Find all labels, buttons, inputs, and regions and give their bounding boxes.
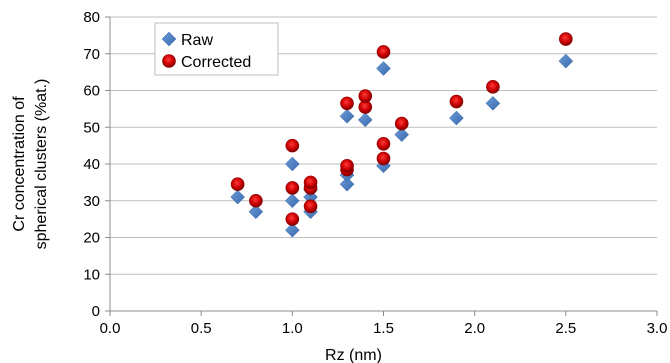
y-axis-title: Cr concentration of spherical clusters (… <box>11 79 50 250</box>
corrected-point <box>449 94 464 109</box>
corrected-point <box>285 181 300 195</box>
corrected-point <box>340 159 354 173</box>
y-tick-label: 20 <box>83 230 100 247</box>
raw-point <box>339 108 355 124</box>
x-tick-label: 2.5 <box>555 320 576 337</box>
raw-point <box>485 96 501 111</box>
x-axis-title: Rz (nm) <box>325 347 382 363</box>
legend-label: Corrected <box>181 54 251 71</box>
corrected-point <box>303 199 318 214</box>
data-points <box>230 32 574 238</box>
legend-raw-marker <box>161 31 177 47</box>
y-tick-label: 50 <box>83 119 100 136</box>
x-tick-label: 3.0 <box>647 320 668 337</box>
axes <box>105 16 658 316</box>
raw-point <box>376 61 391 76</box>
legend-box <box>154 22 279 76</box>
raw-point <box>357 112 373 128</box>
corrected-point <box>394 116 409 131</box>
corrected-point <box>230 177 245 192</box>
raw-point <box>558 53 574 69</box>
raw-point <box>284 193 300 209</box>
y-tick-label: 10 <box>83 266 100 283</box>
corrected-point <box>486 80 500 94</box>
raw-point <box>284 156 300 172</box>
corrected-point <box>376 136 391 151</box>
corrected-point <box>376 151 391 166</box>
raw-point <box>394 127 410 142</box>
y-tick-labels: 0 10 20 30 40 50 60 70 80 <box>83 9 100 320</box>
corrected-point <box>285 138 300 153</box>
y-axis-title-line-1: Cr concentration of <box>11 96 28 232</box>
corrected-point <box>358 89 373 103</box>
y-tick-label: 60 <box>83 83 100 100</box>
raw-point <box>284 222 300 238</box>
y-axis-title-line-2: spherical clusters (%at.) <box>33 79 50 250</box>
y-tick-label: 30 <box>83 193 100 210</box>
corrected-point <box>559 32 573 46</box>
corrected-point <box>303 175 318 190</box>
raw-point <box>339 176 355 192</box>
corrected-point <box>376 45 391 59</box>
x-tick-labels: 0.0 0.5 1.0 1.5 2.0 2.5 3.0 <box>100 320 668 337</box>
x-tick-label: 0.5 <box>191 320 212 337</box>
corrected-point <box>285 212 300 226</box>
y-tick-label: 0 <box>92 303 100 320</box>
legend-label: Raw <box>181 32 213 49</box>
raw-point <box>248 204 264 220</box>
raw-point <box>449 110 464 126</box>
legend: Raw Corrected <box>154 22 279 76</box>
x-tick-label: 2.0 <box>464 320 485 337</box>
x-tick-label: 0.0 <box>100 320 121 337</box>
corrected-point <box>340 96 354 111</box>
y-tick-label: 80 <box>83 9 100 26</box>
y-tick-label: 40 <box>83 156 100 173</box>
raw-point <box>230 189 245 205</box>
legend-corrected-marker <box>162 54 176 68</box>
x-tick-label: 1.0 <box>282 320 303 337</box>
corrected-point <box>249 193 263 208</box>
x-tick-label: 1.5 <box>373 320 394 337</box>
y-tick-label: 70 <box>83 46 100 63</box>
